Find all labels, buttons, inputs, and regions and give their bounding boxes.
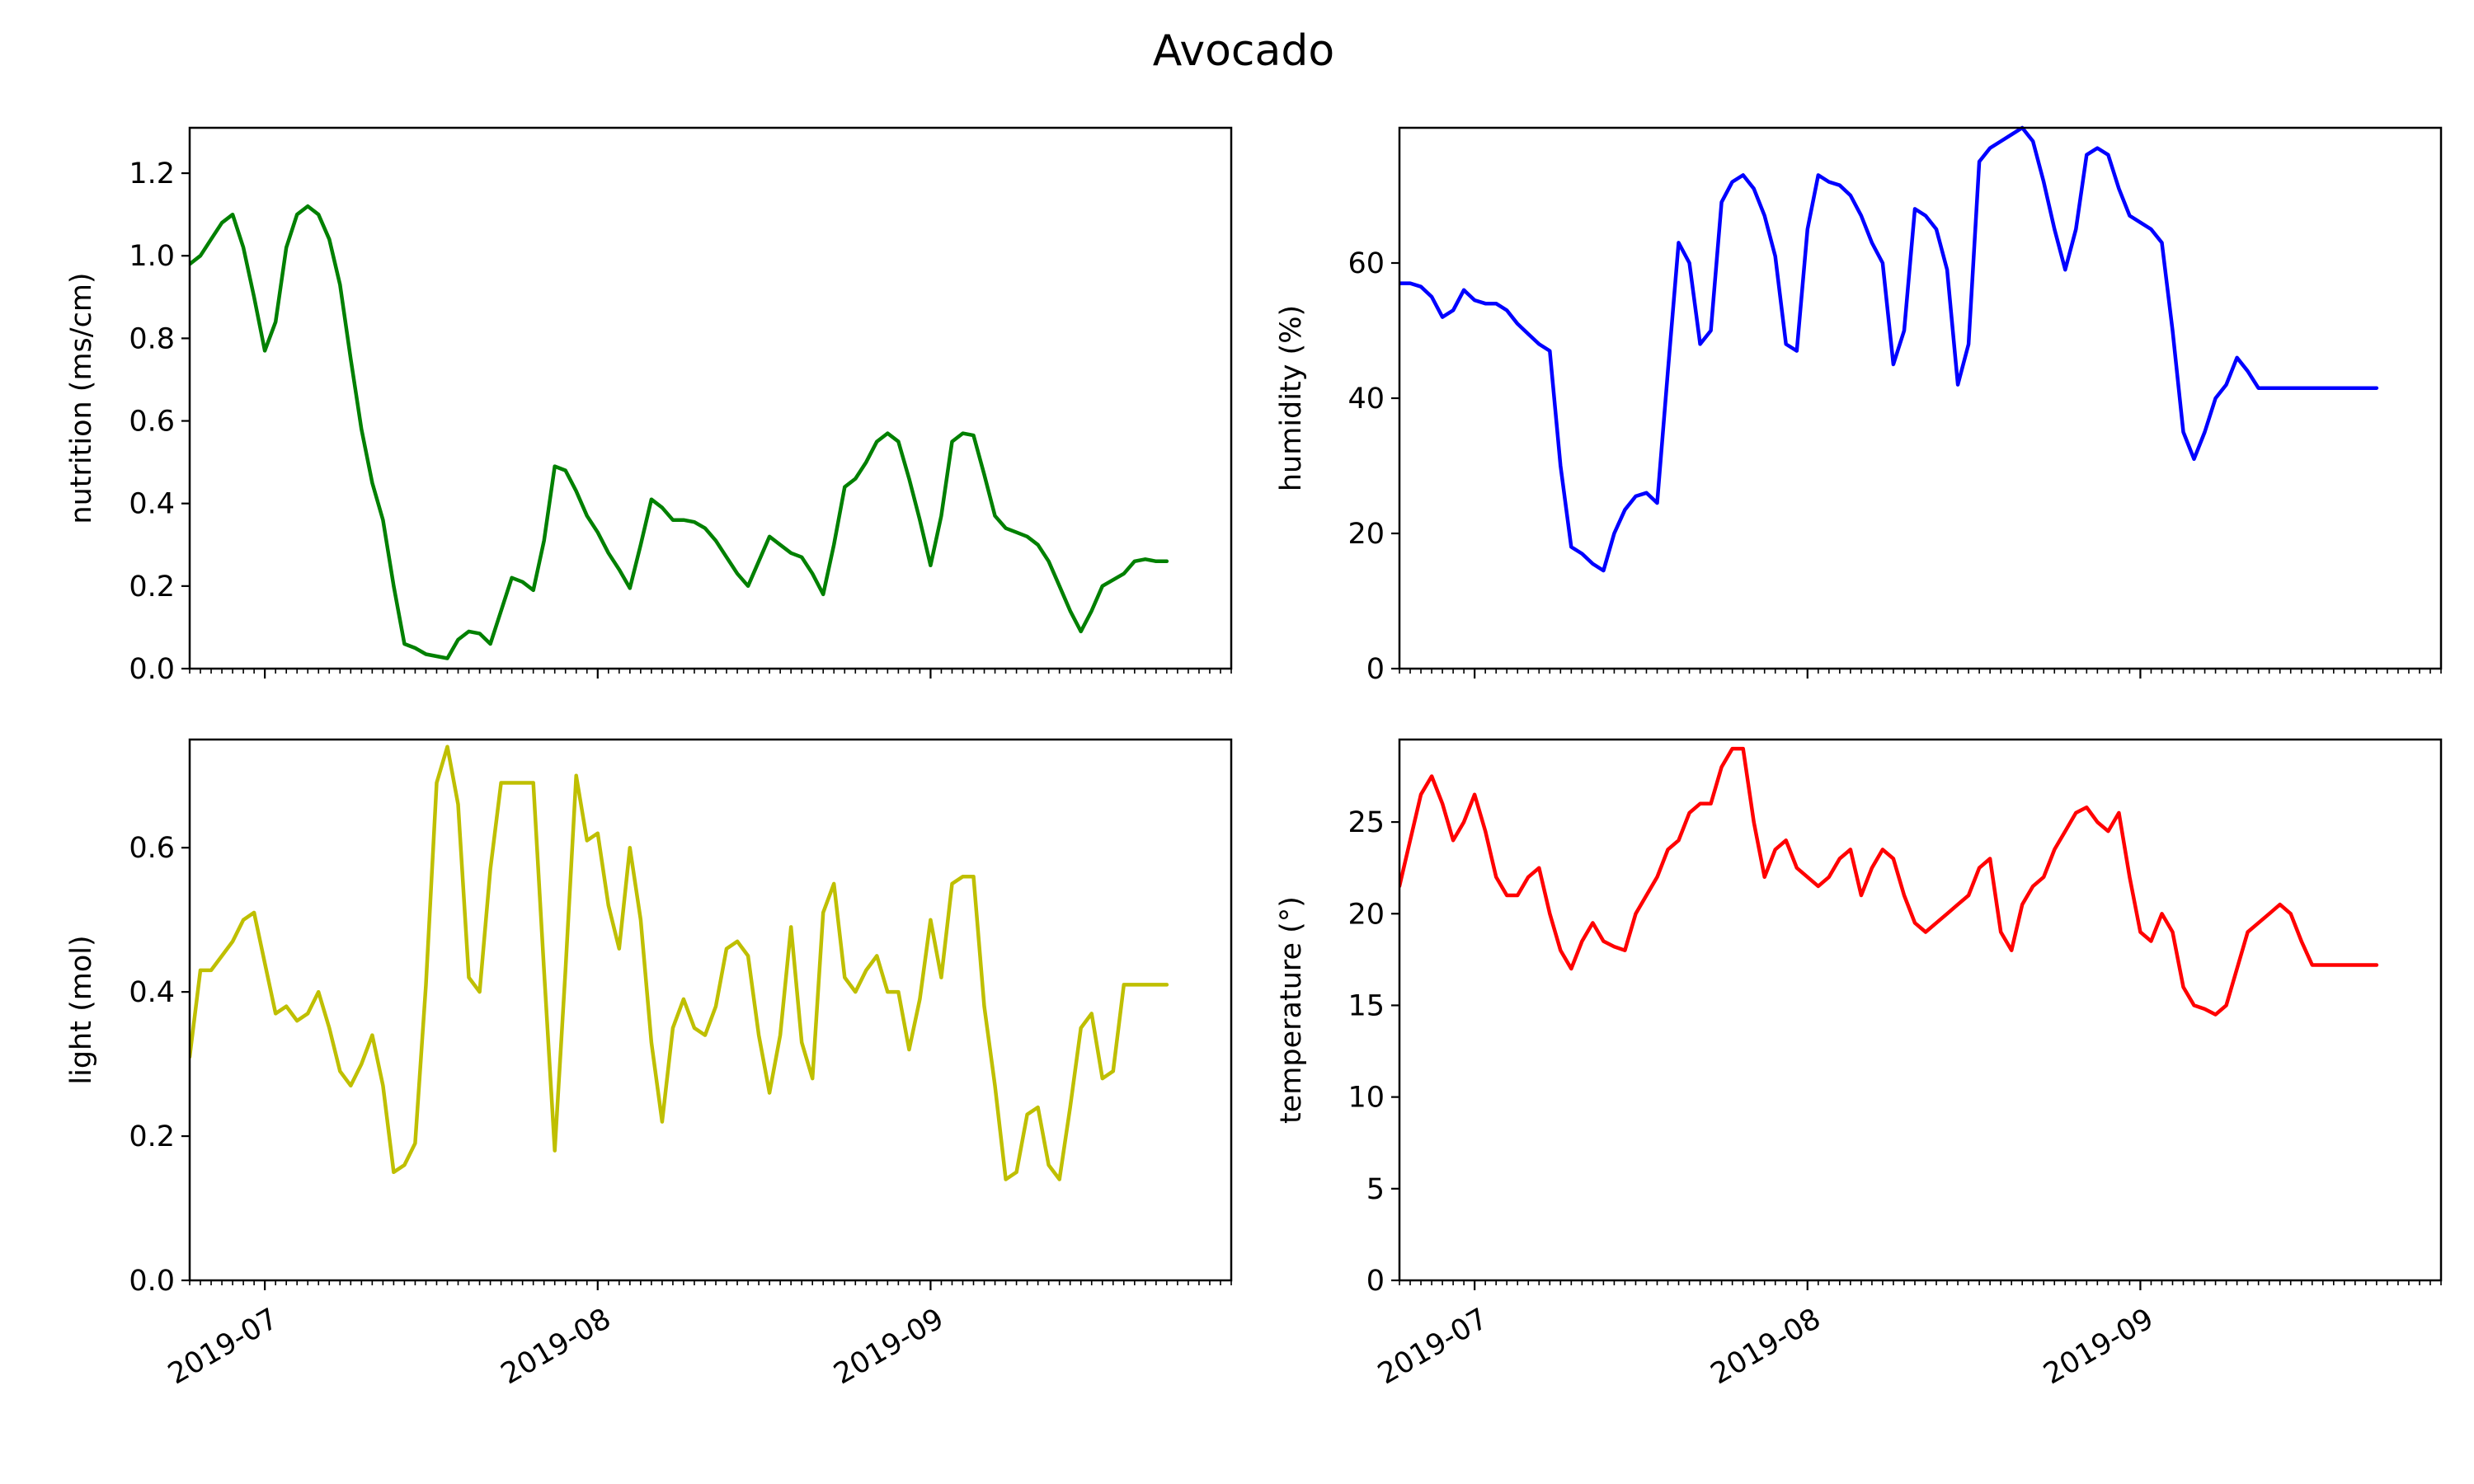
nutrition-ytick-label: 0.8 [129,322,175,355]
humidity-ytick-label: 60 [1348,247,1385,280]
nutrition-ytick-label: 0.4 [129,488,175,521]
temperature-ytick-label: 25 [1348,806,1385,839]
humidity-subplot: 0 20 40 60 humidity (%) [1275,125,2443,686]
nutrition-subplot: 0.0 0.2 0.4 0.6 0.8 1.0 1.2 nutrition (ms/cm) [65,126,1233,686]
nutrition-axes-frame [188,126,1233,670]
figure-title: Avocado [1153,26,1334,76]
nutrition-ytick-label: 0.0 [129,653,175,686]
temperature-ytick-label: 15 [1348,989,1385,1022]
nutrition-ylabel: nutrition (ms/cm) [65,272,98,524]
humidity-ytick-label: 40 [1348,383,1385,416]
light-ytick-label: 0.0 [129,1265,175,1298]
nutrition-ytick-label: 0.2 [129,571,175,603]
humidity-series-line [1399,125,2379,573]
temperature-ytick-label: 5 [1366,1173,1385,1206]
light-series-line [190,744,1169,1181]
temperature-series-line [1399,746,2379,1017]
temperature-ytick-label: 20 [1348,898,1385,931]
humidity-ylabel: humidity (%) [1275,305,1308,491]
nutrition-series-line [190,204,1169,660]
light-ytick-label: 0.4 [129,976,175,1009]
temperature-ytick-label: 0 [1366,1265,1385,1298]
light-ylabel: light (mol) [65,935,98,1084]
humidity-ytick-label: 0 [1366,653,1385,686]
nutrition-ytick-label: 1.0 [129,240,175,273]
nutrition-ytick-label: 0.6 [129,406,175,439]
temperature-ytick-label: 10 [1348,1082,1385,1115]
humidity-ytick-label: 20 [1348,518,1385,551]
light-ytick-label: 0.6 [129,832,175,865]
temperature-ylabel: temperature (°) [1275,896,1308,1124]
nutrition-ytick-label: 1.2 [129,157,175,190]
light-ytick-label: 0.2 [129,1120,175,1153]
light-axes-frame [188,738,1233,1282]
temperature-axes-frame [1398,738,2443,1282]
